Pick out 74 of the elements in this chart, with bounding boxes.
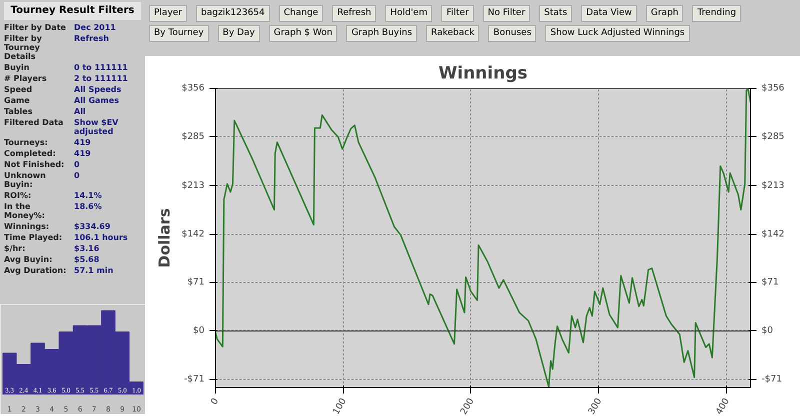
y-tick-label: $71 (187, 278, 205, 288)
text: All Games (74, 96, 120, 106)
text: $334.69 (74, 222, 112, 232)
text: Avg Buyin: (4, 255, 54, 264)
y-tick-label: $213 (182, 180, 204, 191)
text: Buyin (4, 63, 30, 72)
text: 0 (74, 171, 81, 182)
text: Graph Buyins (346, 24, 418, 42)
text: 419 (74, 138, 92, 148)
text: Bonuses (488, 24, 536, 42)
text: Tables (4, 107, 34, 116)
text: By Tourney (149, 24, 209, 42)
text: 57.1 min (74, 266, 114, 276)
text: Refresh (74, 34, 110, 46)
text: All (74, 107, 87, 116)
y2-tick-label: $285 (762, 132, 784, 142)
text: Hold'em (385, 5, 432, 22)
y2-tick-label: $142 (762, 229, 784, 240)
text: Tourney Result Filters (4, 2, 141, 20)
text: 2 to 111111 (74, 74, 129, 84)
y-tick-label: -$71 (184, 374, 205, 384)
text: In the Money%: (4, 202, 46, 220)
text: Filter (441, 5, 474, 22)
y2-tick-label: $356 (762, 84, 785, 94)
text: Game (4, 96, 31, 106)
text: 0 to 111111 (74, 63, 129, 72)
text: Filtered Data (4, 118, 64, 130)
y-tick-label: $285 (182, 132, 204, 142)
text: Time Played: (4, 233, 64, 242)
y2-tick-label: -$71 (762, 374, 782, 384)
text: Avg Duration: (4, 266, 68, 276)
text: Rakeback (426, 24, 480, 42)
text: bagzik123654 (196, 5, 270, 22)
text: Change (278, 5, 324, 22)
y2-tick-label: $213 (762, 180, 784, 191)
text: $/hr: (4, 244, 26, 254)
text: 18.6% (74, 202, 103, 214)
y2-tick-label: $71 (762, 278, 779, 288)
text: Tourneys: (4, 138, 49, 148)
y-tick-label: $142 (182, 229, 204, 240)
text: 0 (74, 160, 81, 170)
text: $3.16 (74, 244, 100, 254)
text: Graph (646, 5, 684, 22)
text: No Filter (482, 5, 530, 22)
text: Trending (692, 5, 742, 22)
text: By Day (218, 24, 260, 42)
text: Stats (539, 5, 572, 22)
text: Speed (4, 85, 34, 94)
text: Not Finished: (4, 160, 66, 170)
text: Show Luck Adjusted Winnings (545, 24, 690, 42)
text: Show $EV adjusted (74, 118, 120, 136)
text: Player (149, 5, 188, 22)
text: All Speeds (74, 85, 122, 94)
text: ROI%: (4, 191, 32, 200)
text: 14.1% (74, 191, 103, 200)
text: # Players (4, 74, 48, 84)
y-tick-label: $0 (193, 326, 205, 336)
text: Graph $ Won (268, 24, 338, 42)
text: Data View (581, 5, 637, 22)
text: Completed: (4, 149, 57, 158)
chart-title: Winnings (438, 64, 528, 84)
text: $5.68 (74, 255, 100, 264)
text: Refresh (332, 5, 376, 22)
x-tick-label: 0 (210, 396, 222, 407)
y2-tick-label: $0 (762, 326, 774, 336)
text: Filter by Tourney Details (4, 34, 43, 62)
y-axis-title: Dollars (156, 208, 174, 268)
text: Unknown Buyin: (4, 171, 47, 190)
text: 106.1 hours (74, 233, 129, 242)
text: Dec 2011 (74, 23, 117, 32)
y-tick-label: $356 (182, 84, 205, 94)
text: Winnings: (4, 222, 50, 232)
text: Filter by Date (4, 23, 67, 32)
text: 419 (74, 149, 92, 158)
